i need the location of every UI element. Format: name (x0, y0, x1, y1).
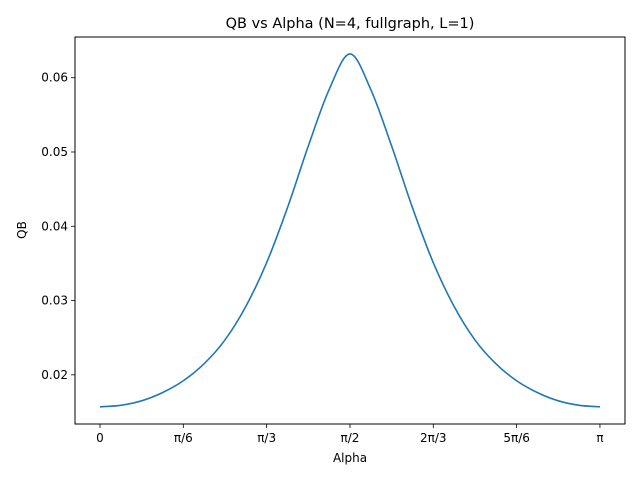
x-axis: 0 π/6 π/3 π/2 2π/3 5π/6 π (96, 424, 604, 445)
x-tick-label: π/3 (257, 431, 276, 445)
y-tick-label: 0.06 (41, 71, 68, 85)
y-tick-label: 0.03 (41, 294, 68, 308)
x-axis-label: Alpha (333, 451, 367, 465)
y-tick-label: 0.04 (41, 219, 68, 233)
chart-title: QB vs Alpha (N=4, fullgraph, L=1) (226, 16, 475, 32)
y-tick-label: 0.05 (41, 145, 68, 159)
y-tick-label: 0.02 (41, 368, 68, 382)
plot-frame (74, 36, 626, 425)
x-tick-label: 0 (96, 431, 104, 445)
y-axis: 0.02 0.03 0.04 0.05 0.06 (41, 71, 75, 382)
x-tick-label: π/2 (341, 431, 360, 445)
x-tick-label: 2π/3 (420, 431, 447, 445)
y-axis-label: QB (15, 221, 29, 239)
x-tick-label: π/6 (174, 431, 193, 445)
series-line (99, 53, 601, 408)
x-tick-label: π (596, 431, 603, 445)
plot-area: 0 π/6 π/3 π/2 2π/3 5π/6 π 0.02 0.03 0.04 0.05 0.06 (41, 36, 626, 445)
x-tick-label: 5π/6 (503, 431, 530, 445)
